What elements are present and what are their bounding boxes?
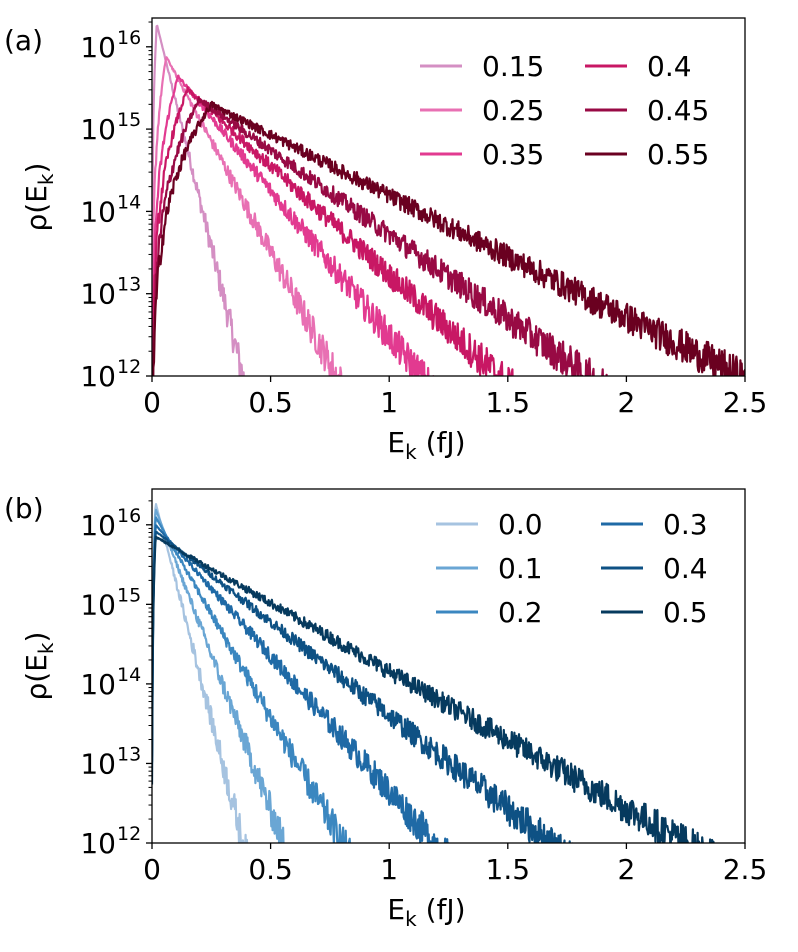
series-line-0.55 — [152, 100, 745, 376]
y-tick-base: 10 — [80, 360, 116, 393]
series-line-0.2 — [152, 516, 351, 843]
plot-frame — [151, 17, 746, 377]
legend-label-0.15: 0.15 — [482, 50, 544, 83]
series-line-0.35 — [152, 74, 435, 376]
y-tick-label: 10 — [80, 360, 116, 393]
y-axis-label: ρ(Ek) — [20, 632, 58, 701]
series-line-0.25 — [152, 56, 347, 376]
x-tick-label: 1 — [380, 386, 398, 419]
y-tick-exponent: 16 — [117, 505, 141, 527]
y-tick-label: 10 — [80, 747, 116, 780]
panel-letter: (b) — [4, 492, 44, 525]
y-tick-label: 10 — [80, 31, 116, 64]
y-tick-base: 10 — [80, 827, 116, 860]
y-tick-exponent: 14 — [117, 191, 141, 213]
y-tick-base: 10 — [80, 747, 116, 780]
legend-label-0.2: 0.2 — [498, 596, 543, 629]
series-group — [152, 24, 745, 376]
y-tick-exponent: 15 — [117, 584, 141, 606]
panel-letter: (a) — [4, 24, 43, 57]
y-tick-label: 10 — [80, 509, 116, 542]
x-axis-label: Ek (fJ) — [387, 893, 465, 931]
x-tick-label: 2 — [617, 386, 635, 419]
x-tick-label: 0.5 — [248, 386, 293, 419]
series-line-0.15 — [152, 24, 245, 376]
y-tick-exponent: 16 — [117, 27, 141, 49]
y-tick-exponent: 14 — [117, 664, 141, 686]
y-tick-label: 10 — [80, 278, 116, 311]
y-tick-label: 10 — [80, 113, 116, 146]
legend-label-0.5: 0.5 — [663, 596, 708, 629]
series-line-0.4 — [152, 86, 514, 376]
y-tick-label: 10 — [80, 195, 116, 228]
x-axis-label-unit: (fJ) — [417, 893, 466, 926]
series-line-0.1 — [152, 508, 285, 843]
y-axis-label-close: ) — [20, 632, 53, 643]
legend-label-0.4: 0.4 — [663, 552, 708, 585]
y-tick-exponent: 12 — [117, 356, 141, 378]
x-tick-label: 2.5 — [723, 853, 768, 886]
legend-label-0.25: 0.25 — [482, 94, 544, 127]
x-tick-label: 2.5 — [723, 386, 768, 419]
y-tick-exponent: 12 — [117, 823, 141, 845]
x-axis-label-unit: (fJ) — [417, 426, 466, 459]
x-axis-label-sub: k — [405, 440, 417, 464]
x-tick-label: 1.5 — [486, 853, 531, 886]
y-axis-label-main: ρ(E — [20, 185, 53, 231]
y-tick-base: 10 — [80, 509, 116, 542]
series-line-0.4 — [152, 530, 574, 843]
y-axis-label-close: ) — [20, 163, 53, 174]
legend-label-0.3: 0.3 — [663, 508, 708, 541]
y-tick-base: 10 — [80, 195, 116, 228]
y-axis-label: ρ(Ek) — [20, 163, 58, 232]
y-axis-label-sub: k — [34, 642, 58, 654]
legend-label-0.45: 0.45 — [647, 94, 709, 127]
y-tick-base: 10 — [80, 31, 116, 64]
x-axis-label-sub: k — [405, 907, 417, 931]
y-axis-label-main: ρ(E — [20, 654, 53, 700]
y-tick-base: 10 — [80, 668, 116, 701]
x-tick-label: 0 — [143, 386, 161, 419]
x-axis-label-main: E — [387, 893, 405, 926]
y-axis-label-sub: k — [34, 173, 58, 185]
x-tick-label: 2 — [617, 853, 635, 886]
x-axis-label-main: E — [387, 426, 405, 459]
x-axis-label: Ek (fJ) — [387, 426, 465, 464]
y-tick-exponent: 13 — [117, 274, 141, 296]
legend-label-0.0: 0.0 — [498, 508, 543, 541]
legend-label-0.1: 0.1 — [498, 552, 543, 585]
y-tick-label: 10 — [80, 588, 116, 621]
y-tick-base: 10 — [80, 278, 116, 311]
y-tick-base: 10 — [80, 588, 116, 621]
legend-label-0.35: 0.35 — [482, 138, 544, 171]
x-tick-label: 1.5 — [486, 386, 531, 419]
legend-label-0.4: 0.4 — [647, 50, 692, 83]
y-tick-label: 10 — [80, 827, 116, 860]
series-line-0.3 — [152, 524, 450, 843]
x-tick-label: 0 — [143, 853, 161, 886]
plot-frame — [151, 488, 746, 844]
y-tick-base: 10 — [80, 113, 116, 146]
legend-label-0.55: 0.55 — [647, 138, 709, 171]
series-line-0.5 — [152, 535, 715, 843]
y-tick-label: 10 — [80, 668, 116, 701]
legend: 0.15 0.25 0.35 0.4 0.45 0.55 — [420, 50, 709, 171]
y-tick-exponent: 15 — [117, 109, 141, 131]
series-group — [152, 503, 715, 843]
y-tick-exponent: 13 — [117, 743, 141, 765]
series-line-0.45 — [152, 96, 608, 376]
x-tick-label: 1 — [380, 853, 398, 886]
x-tick-label: 0.5 — [248, 853, 293, 886]
legend: 0.0 0.1 0.2 0.3 0.4 0.5 — [436, 508, 708, 629]
